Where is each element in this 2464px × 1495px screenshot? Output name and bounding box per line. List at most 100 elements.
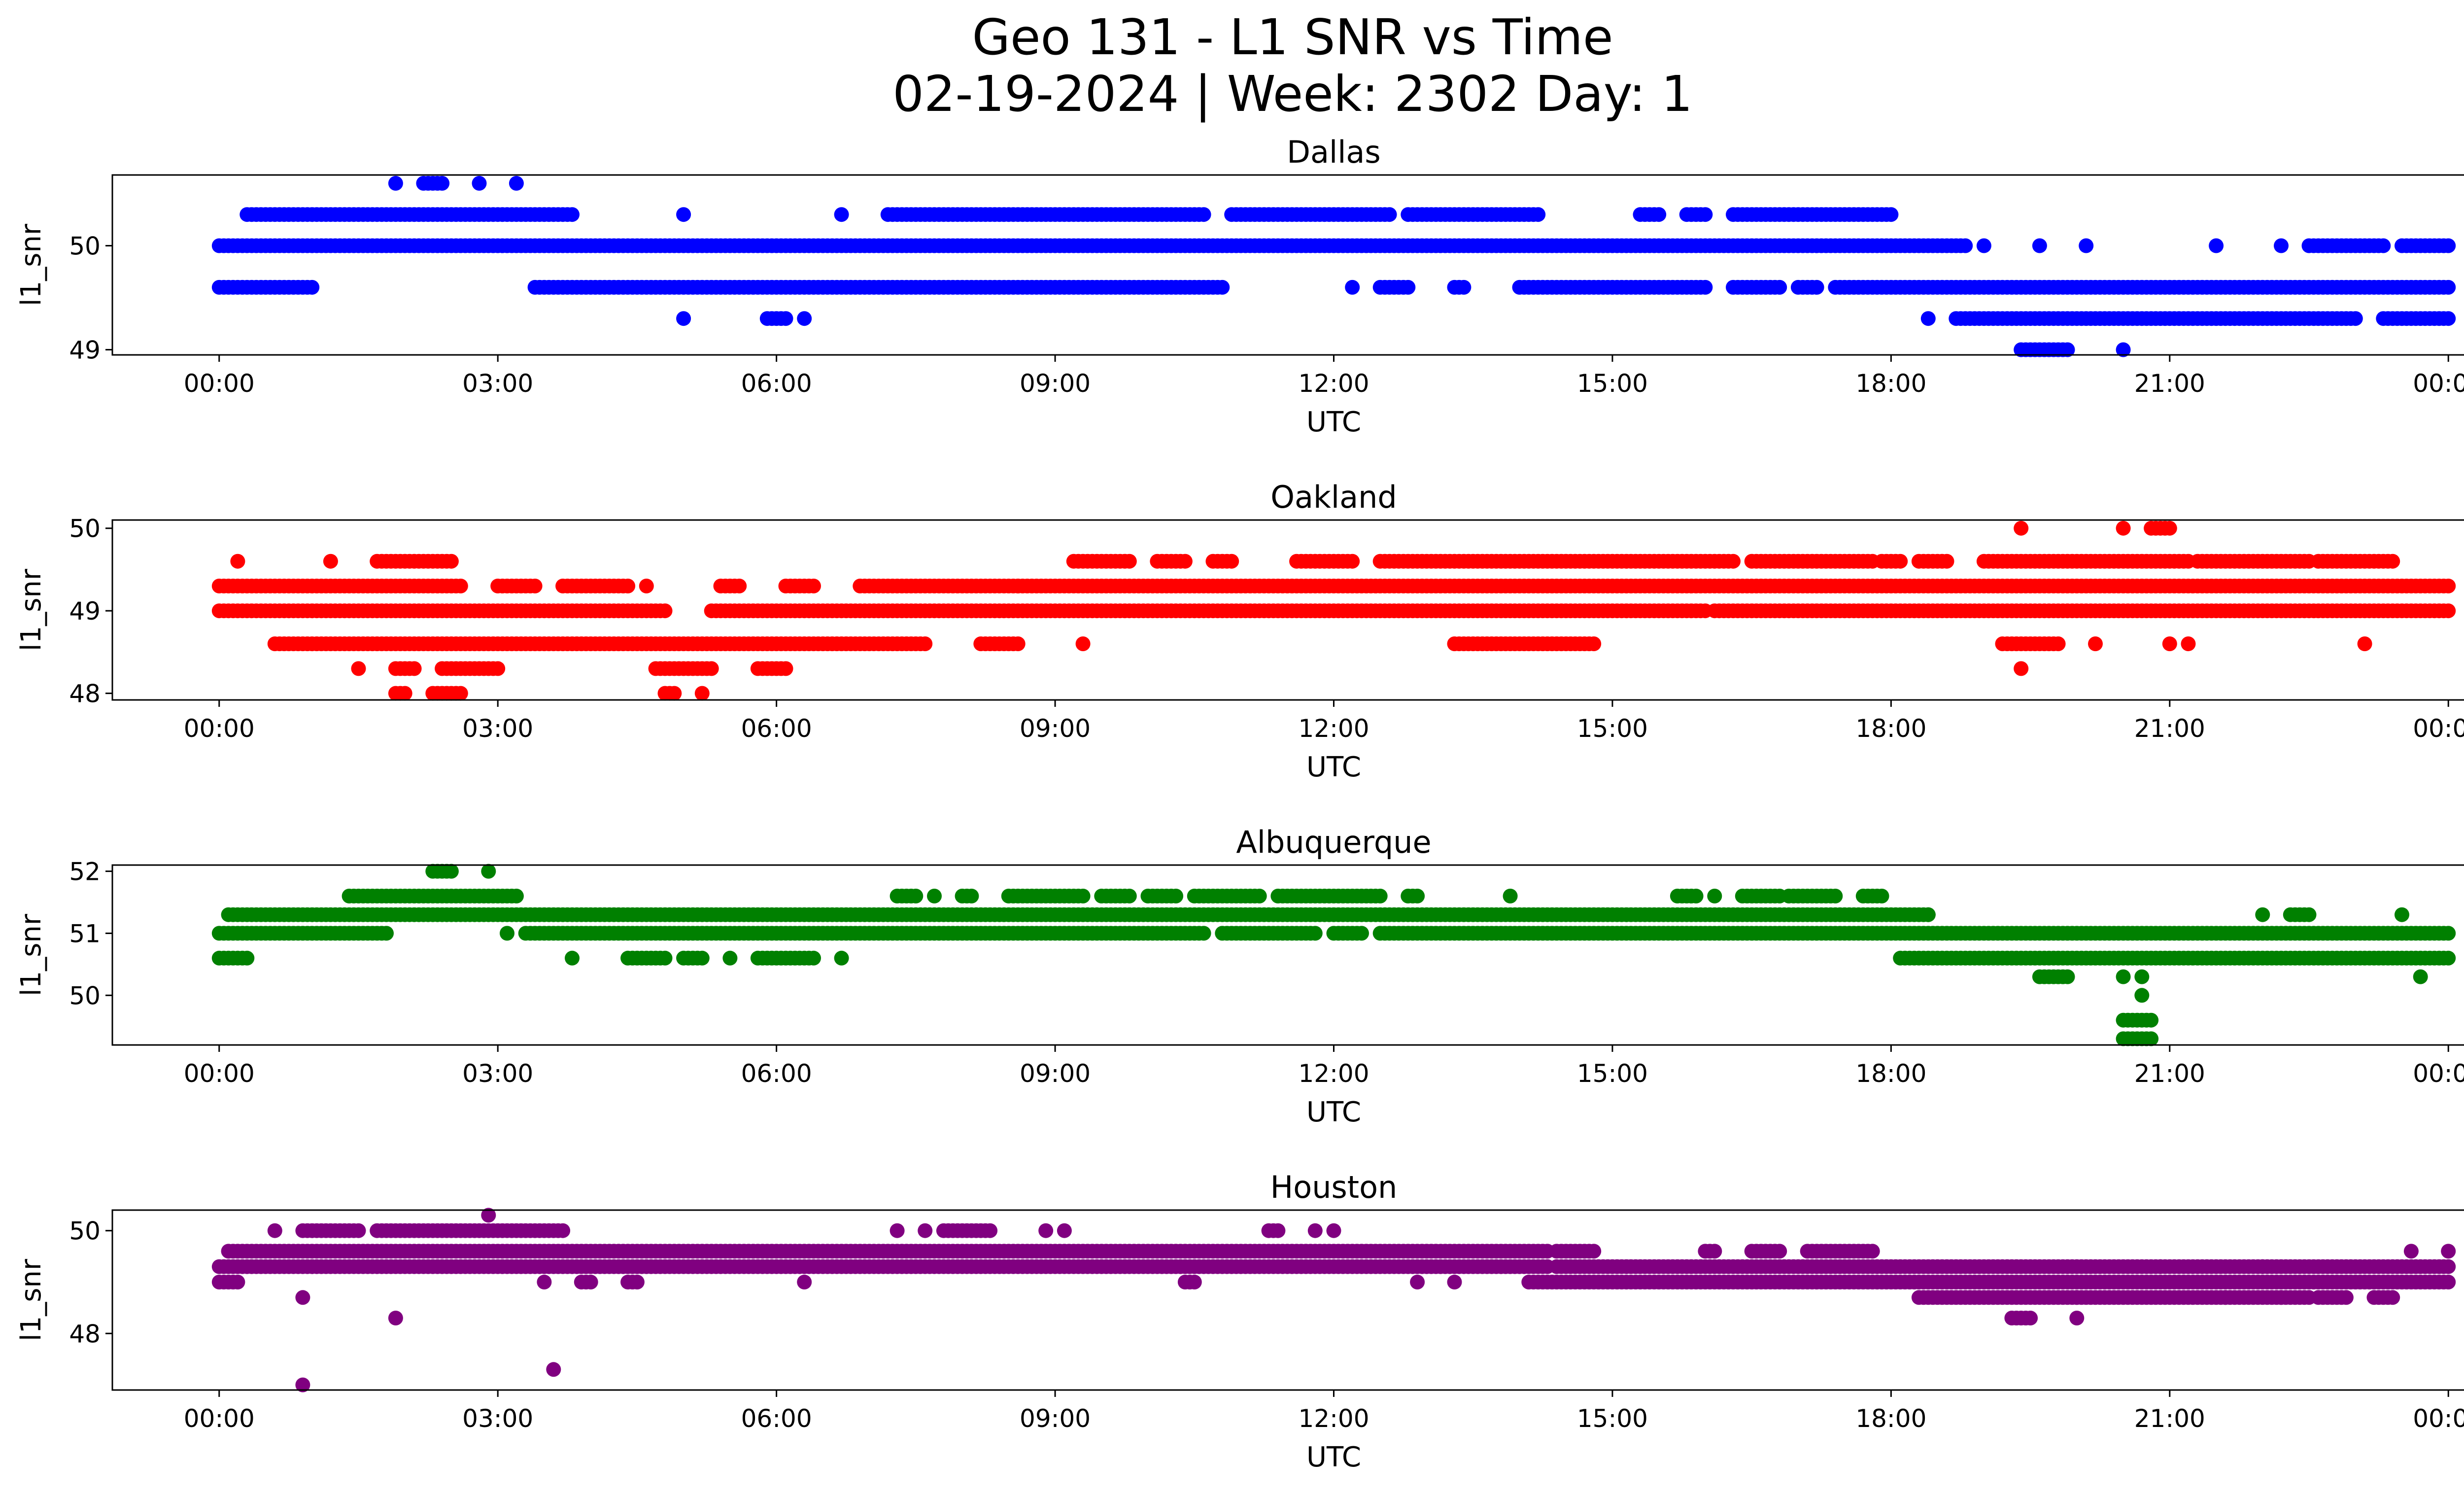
dallas-point [1382, 207, 1397, 222]
dallas-y-tick-label: 50 [69, 232, 101, 260]
albuquerque-y-tick-label: 52 [69, 858, 101, 886]
oakland-x-tick-label: 15:00 [1577, 714, 1648, 743]
albuquerque-point [2255, 907, 2270, 922]
oakland-x-tick-label: 03:00 [462, 714, 533, 743]
oakland-point [1586, 636, 1602, 652]
oakland-x-tick-label: 18:00 [1855, 714, 1926, 743]
houston-point [2403, 1244, 2419, 1259]
albuquerque-point [1252, 888, 1267, 904]
oakland-point [2116, 521, 2131, 536]
albuquerque-point [1075, 888, 1091, 904]
dallas-point [305, 279, 320, 295]
albuquerque-point [2144, 1031, 2159, 1046]
dallas-point [435, 175, 450, 191]
houston-point [537, 1275, 552, 1289]
oakland-point [732, 578, 747, 593]
dallas-point [1883, 207, 1899, 222]
oakland-point [444, 554, 459, 569]
albuquerque-point [2116, 969, 2131, 984]
dallas-point [2116, 342, 2131, 357]
dallas-point [834, 207, 849, 222]
albuquerque-point [1503, 888, 1518, 904]
oakland-y-tick-label: 50 [69, 515, 101, 543]
figure-subtitle: 02-19-2024 | Week: 2302 Day: 1 [892, 65, 1692, 123]
albuquerque-point [657, 950, 673, 966]
houston-point [1187, 1275, 1202, 1289]
panels-group: Dallas 00:00 03:00 06:00 09:00 12:00 15:00 18:0… [15, 134, 2464, 1473]
albuquerque-y-tick-label: 51 [69, 919, 101, 948]
albuquerque-x-tick-label: 21:00 [2134, 1059, 2205, 1088]
albuquerque-point [694, 950, 710, 966]
dallas-y-axis-label: l1_snr [15, 223, 47, 306]
dallas-markers [211, 175, 2456, 357]
oakland-point [2014, 661, 2029, 676]
albuquerque-point [722, 950, 738, 966]
oakland-markers [211, 521, 2456, 701]
dallas-x-tick-label: 06:00 [741, 369, 812, 398]
dallas-x-tick-label: 15:00 [1577, 369, 1648, 398]
dallas-panel-title: Dallas [1287, 134, 1380, 170]
albuquerque-point [2413, 969, 2428, 984]
figure-title: Geo 131 - L1 SNR vs Time [972, 8, 1613, 66]
albuquerque-point [2301, 907, 2317, 922]
oakland-panel-title: Oakland [1270, 479, 1397, 515]
oakland-point [2181, 636, 2196, 652]
dallas-point [1698, 207, 1713, 222]
oakland-point [230, 554, 245, 569]
oakland-point [667, 686, 682, 701]
dallas-point [1772, 279, 1787, 295]
oakland-x-tick-label: 12:00 [1298, 714, 1369, 743]
dallas-point [2441, 279, 2456, 295]
oakland-x-tick-label: 00:00 [184, 714, 255, 743]
albuquerque-point [240, 950, 255, 966]
dallas-y-tick-label: 49 [69, 336, 101, 364]
oakland-point [2162, 521, 2177, 536]
houston-point [267, 1223, 282, 1238]
albuquerque-point [1920, 907, 1936, 922]
oakland-point [2441, 578, 2456, 593]
oakland-point [1939, 554, 1954, 569]
albuquerque-point [1307, 926, 1323, 941]
albuquerque-point [2441, 926, 2456, 941]
dallas-point [1958, 238, 1973, 253]
oakland-x-tick-label: 06:00 [741, 714, 812, 743]
dallas-point [676, 207, 691, 222]
houston-point [1865, 1244, 1880, 1259]
albuquerque-panel-title: Albuquerque [1236, 824, 1431, 860]
houston-point [1270, 1223, 1286, 1238]
albuquerque-markers [211, 864, 2456, 1046]
albuquerque-y-axis-label: l1_snr [15, 913, 47, 996]
albuquerque-point [379, 926, 394, 941]
dallas-x-tick-label: 09:00 [1020, 369, 1091, 398]
oakland-point [2162, 636, 2177, 652]
oakland-point [694, 686, 710, 701]
houston-point [1447, 1275, 1462, 1289]
houston-point [583, 1275, 598, 1289]
oakland-y-tick-label: 49 [69, 597, 101, 626]
albuquerque-y-tick-label: 50 [69, 981, 101, 1010]
albuquerque-point [1196, 926, 1211, 941]
oakland-y-axis-label: l1_snr [15, 568, 47, 651]
dallas-point [509, 175, 524, 191]
oakland-x-axis-label: UTC [1306, 751, 1361, 783]
oakland-point [453, 686, 468, 701]
oakland-point [527, 578, 543, 593]
dallas-point [388, 175, 403, 191]
dallas-x-tick-label: 00:00 [184, 369, 255, 398]
oakland-point [2014, 521, 2029, 536]
dallas-point [676, 311, 691, 326]
oakland-point [1177, 554, 1193, 569]
albuquerque-point [481, 864, 496, 879]
albuquerque-x-tick-label: 06:00 [741, 1059, 812, 1088]
oakland-point [351, 661, 366, 676]
albuquerque-point [1828, 888, 1843, 904]
albuquerque-x-tick-label: 09:00 [1020, 1059, 1091, 1088]
albuquerque-point [1354, 926, 1369, 941]
houston-point [2441, 1259, 2456, 1274]
albuquerque-x-tick-label: 15:00 [1577, 1059, 1648, 1088]
oakland-point [778, 661, 793, 676]
